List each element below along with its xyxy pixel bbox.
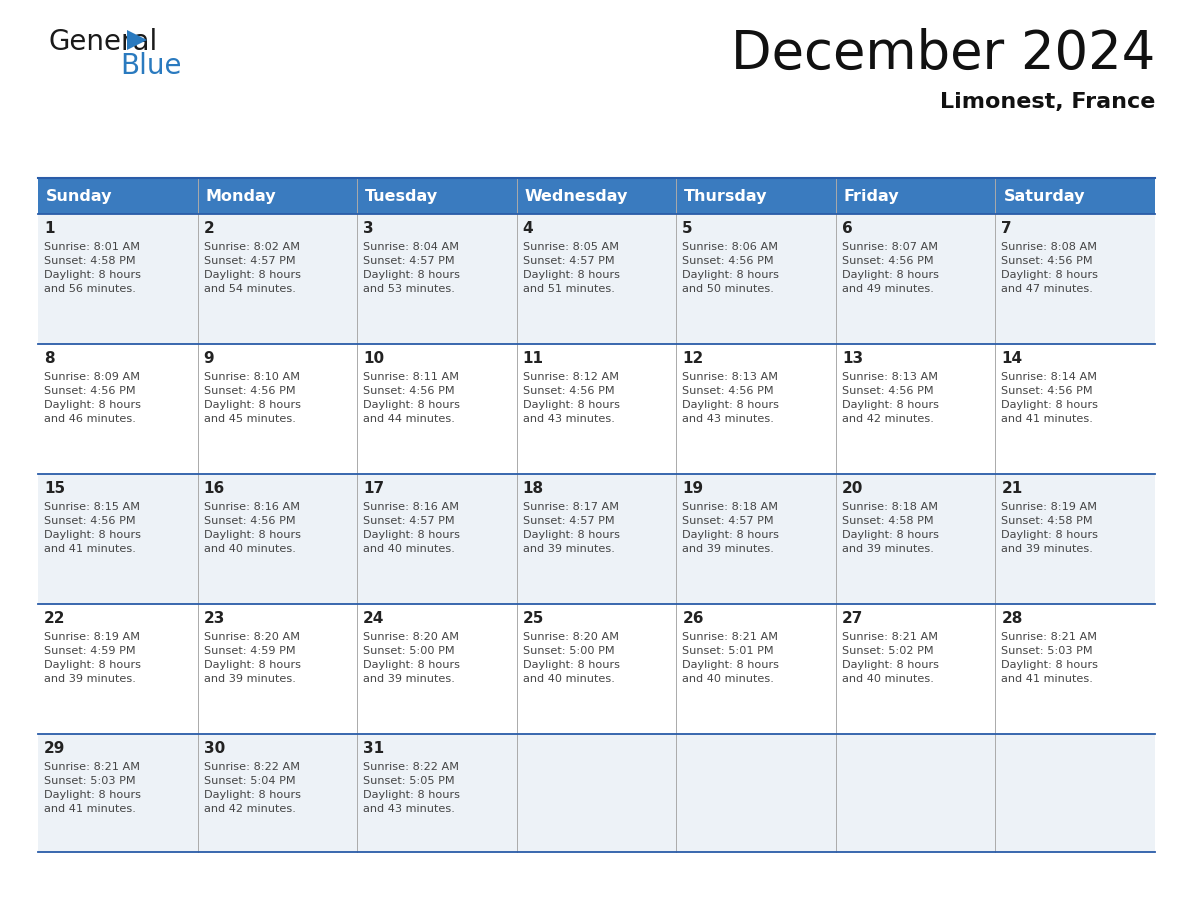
Bar [836,178,996,214]
Text: Thursday: Thursday [684,188,767,204]
Text: Monday: Monday [206,188,276,204]
Text: Sunrise: 8:02 AM
Sunset: 4:57 PM
Daylight: 8 hours
and 54 minutes.: Sunrise: 8:02 AM Sunset: 4:57 PM Dayligh… [203,242,301,294]
Text: 31: 31 [364,741,384,756]
Bar [517,178,676,214]
Text: Sunrise: 8:20 AM
Sunset: 5:00 PM
Daylight: 8 hours
and 39 minutes.: Sunrise: 8:20 AM Sunset: 5:00 PM Dayligh… [364,632,460,684]
Text: Sunrise: 8:08 AM
Sunset: 4:56 PM
Daylight: 8 hours
and 47 minutes.: Sunrise: 8:08 AM Sunset: 4:56 PM Dayligh… [1001,242,1099,294]
Text: Friday: Friday [843,188,899,204]
Text: Sunrise: 8:14 AM
Sunset: 4:56 PM
Daylight: 8 hours
and 41 minutes.: Sunrise: 8:14 AM Sunset: 4:56 PM Dayligh… [1001,372,1099,424]
Text: Sunrise: 8:16 AM
Sunset: 4:56 PM
Daylight: 8 hours
and 40 minutes.: Sunrise: 8:16 AM Sunset: 4:56 PM Dayligh… [203,502,301,554]
Text: Sunrise: 8:05 AM
Sunset: 4:57 PM
Daylight: 8 hours
and 51 minutes.: Sunrise: 8:05 AM Sunset: 4:57 PM Dayligh… [523,242,620,294]
Polygon shape [127,30,147,50]
Text: 4: 4 [523,221,533,236]
Text: 10: 10 [364,351,384,366]
Text: 6: 6 [842,221,853,236]
Bar [38,214,1155,344]
Text: Sunrise: 8:20 AM
Sunset: 4:59 PM
Daylight: 8 hours
and 39 minutes.: Sunrise: 8:20 AM Sunset: 4:59 PM Dayligh… [203,632,301,684]
Text: 2: 2 [203,221,214,236]
Text: 12: 12 [682,351,703,366]
Text: Sunrise: 8:22 AM
Sunset: 5:05 PM
Daylight: 8 hours
and 43 minutes.: Sunrise: 8:22 AM Sunset: 5:05 PM Dayligh… [364,762,460,814]
Bar [38,604,1155,734]
Text: 17: 17 [364,481,384,496]
Bar [38,344,1155,474]
Text: 30: 30 [203,741,225,756]
Text: Sunrise: 8:19 AM
Sunset: 4:59 PM
Daylight: 8 hours
and 39 minutes.: Sunrise: 8:19 AM Sunset: 4:59 PM Dayligh… [44,632,141,684]
Text: Sunrise: 8:04 AM
Sunset: 4:57 PM
Daylight: 8 hours
and 53 minutes.: Sunrise: 8:04 AM Sunset: 4:57 PM Dayligh… [364,242,460,294]
Text: Sunrise: 8:18 AM
Sunset: 4:58 PM
Daylight: 8 hours
and 39 minutes.: Sunrise: 8:18 AM Sunset: 4:58 PM Dayligh… [842,502,939,554]
Text: Sunday: Sunday [46,188,113,204]
Text: 1: 1 [44,221,55,236]
Text: 11: 11 [523,351,544,366]
Text: 16: 16 [203,481,225,496]
Text: Sunrise: 8:16 AM
Sunset: 4:57 PM
Daylight: 8 hours
and 40 minutes.: Sunrise: 8:16 AM Sunset: 4:57 PM Dayligh… [364,502,460,554]
Text: 19: 19 [682,481,703,496]
Text: Sunrise: 8:06 AM
Sunset: 4:56 PM
Daylight: 8 hours
and 50 minutes.: Sunrise: 8:06 AM Sunset: 4:56 PM Dayligh… [682,242,779,294]
Text: 27: 27 [842,611,864,626]
Text: Sunrise: 8:20 AM
Sunset: 5:00 PM
Daylight: 8 hours
and 40 minutes.: Sunrise: 8:20 AM Sunset: 5:00 PM Dayligh… [523,632,620,684]
Text: 22: 22 [44,611,65,626]
Text: 9: 9 [203,351,214,366]
Text: 28: 28 [1001,611,1023,626]
Text: 5: 5 [682,221,693,236]
Text: Limonest, France: Limonest, France [940,92,1155,112]
Text: Sunrise: 8:07 AM
Sunset: 4:56 PM
Daylight: 8 hours
and 49 minutes.: Sunrise: 8:07 AM Sunset: 4:56 PM Dayligh… [842,242,939,294]
Bar [676,178,836,214]
Text: 7: 7 [1001,221,1012,236]
Bar [38,474,1155,604]
Text: 21: 21 [1001,481,1023,496]
Text: 3: 3 [364,221,374,236]
Text: Sunrise: 8:21 AM
Sunset: 5:03 PM
Daylight: 8 hours
and 41 minutes.: Sunrise: 8:21 AM Sunset: 5:03 PM Dayligh… [44,762,141,814]
Bar [358,178,517,214]
Text: 18: 18 [523,481,544,496]
Text: Sunrise: 8:10 AM
Sunset: 4:56 PM
Daylight: 8 hours
and 45 minutes.: Sunrise: 8:10 AM Sunset: 4:56 PM Dayligh… [203,372,301,424]
Text: 23: 23 [203,611,225,626]
Text: Saturday: Saturday [1004,188,1085,204]
Text: Blue: Blue [120,52,182,80]
Text: December 2024: December 2024 [731,28,1155,80]
Bar [38,178,197,214]
Text: 13: 13 [842,351,862,366]
Text: 29: 29 [44,741,65,756]
Bar [996,178,1155,214]
Text: Sunrise: 8:12 AM
Sunset: 4:56 PM
Daylight: 8 hours
and 43 minutes.: Sunrise: 8:12 AM Sunset: 4:56 PM Dayligh… [523,372,620,424]
Text: Tuesday: Tuesday [365,188,438,204]
Text: Wednesday: Wednesday [525,188,628,204]
Text: Sunrise: 8:17 AM
Sunset: 4:57 PM
Daylight: 8 hours
and 39 minutes.: Sunrise: 8:17 AM Sunset: 4:57 PM Dayligh… [523,502,620,554]
Text: 15: 15 [44,481,65,496]
Text: Sunrise: 8:21 AM
Sunset: 5:03 PM
Daylight: 8 hours
and 41 minutes.: Sunrise: 8:21 AM Sunset: 5:03 PM Dayligh… [1001,632,1099,684]
Text: 25: 25 [523,611,544,626]
Text: General: General [48,28,157,56]
Text: Sunrise: 8:21 AM
Sunset: 5:02 PM
Daylight: 8 hours
and 40 minutes.: Sunrise: 8:21 AM Sunset: 5:02 PM Dayligh… [842,632,939,684]
Text: 24: 24 [364,611,385,626]
Text: 8: 8 [44,351,55,366]
Text: Sunrise: 8:15 AM
Sunset: 4:56 PM
Daylight: 8 hours
and 41 minutes.: Sunrise: 8:15 AM Sunset: 4:56 PM Dayligh… [44,502,141,554]
Text: Sunrise: 8:13 AM
Sunset: 4:56 PM
Daylight: 8 hours
and 43 minutes.: Sunrise: 8:13 AM Sunset: 4:56 PM Dayligh… [682,372,779,424]
Text: Sunrise: 8:18 AM
Sunset: 4:57 PM
Daylight: 8 hours
and 39 minutes.: Sunrise: 8:18 AM Sunset: 4:57 PM Dayligh… [682,502,779,554]
Text: Sunrise: 8:21 AM
Sunset: 5:01 PM
Daylight: 8 hours
and 40 minutes.: Sunrise: 8:21 AM Sunset: 5:01 PM Dayligh… [682,632,779,684]
Text: Sunrise: 8:01 AM
Sunset: 4:58 PM
Daylight: 8 hours
and 56 minutes.: Sunrise: 8:01 AM Sunset: 4:58 PM Dayligh… [44,242,141,294]
Text: Sunrise: 8:22 AM
Sunset: 5:04 PM
Daylight: 8 hours
and 42 minutes.: Sunrise: 8:22 AM Sunset: 5:04 PM Dayligh… [203,762,301,814]
Text: 20: 20 [842,481,864,496]
Text: Sunrise: 8:09 AM
Sunset: 4:56 PM
Daylight: 8 hours
and 46 minutes.: Sunrise: 8:09 AM Sunset: 4:56 PM Dayligh… [44,372,141,424]
Text: Sunrise: 8:13 AM
Sunset: 4:56 PM
Daylight: 8 hours
and 42 minutes.: Sunrise: 8:13 AM Sunset: 4:56 PM Dayligh… [842,372,939,424]
Bar [197,178,358,214]
Text: 26: 26 [682,611,703,626]
Text: 14: 14 [1001,351,1023,366]
Bar [38,734,1155,852]
Text: Sunrise: 8:19 AM
Sunset: 4:58 PM
Daylight: 8 hours
and 39 minutes.: Sunrise: 8:19 AM Sunset: 4:58 PM Dayligh… [1001,502,1099,554]
Text: Sunrise: 8:11 AM
Sunset: 4:56 PM
Daylight: 8 hours
and 44 minutes.: Sunrise: 8:11 AM Sunset: 4:56 PM Dayligh… [364,372,460,424]
